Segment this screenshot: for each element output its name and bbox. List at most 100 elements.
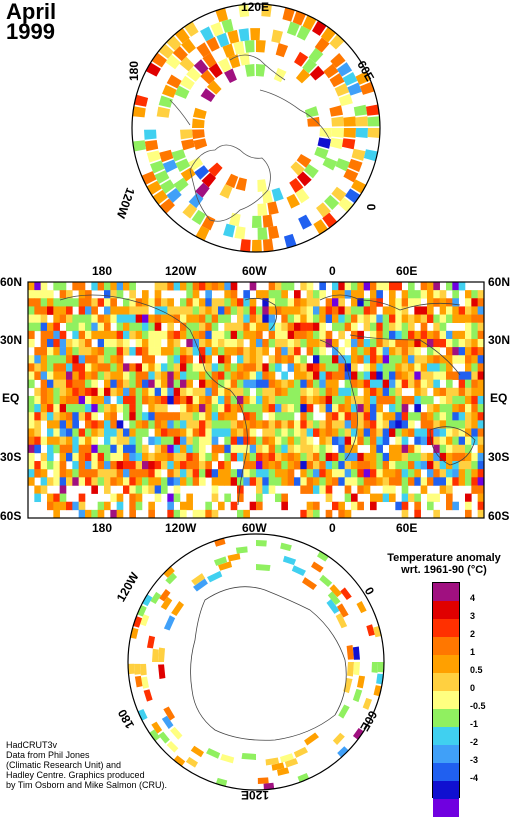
anomaly-cell [237,330,244,340]
anomaly-cell [85,469,92,478]
anomaly-cell [458,314,466,323]
anomaly-cell [199,363,206,372]
anomaly-cell [104,282,111,291]
anomaly-cell [249,420,257,429]
anomaly-cell [458,436,466,446]
anomaly-cell [196,42,211,58]
anomaly-cell [78,436,86,446]
anomaly-cell [338,404,345,413]
anomaly-cell [262,379,269,389]
anomaly-cell [129,387,136,397]
anomaly-cell [477,501,484,511]
anomaly-cell [363,149,378,162]
anomaly-cell [135,469,143,478]
anomaly-cell [224,477,231,486]
anomaly-cell [237,493,244,503]
anomaly-cell [173,379,181,389]
anomaly-cell [191,209,206,225]
anomaly-cell [53,387,60,397]
anomaly-cell [110,290,117,299]
anomaly-cell [367,128,380,139]
anomaly-cell [78,477,86,486]
anomaly-cell [344,469,352,478]
anomaly-cell [465,338,472,348]
anomaly-cell [230,363,238,372]
anomaly-cell [104,298,111,307]
anomaly-cell [218,561,233,571]
anomaly-cell [313,485,320,494]
anomaly-cell [123,428,130,437]
anomaly-cell [344,493,352,503]
anomaly-cell [382,330,390,340]
anomaly-cell [160,596,173,610]
anomaly-cell [78,404,86,413]
anomaly-cell [395,428,402,437]
anomaly-cell [338,290,345,299]
anomaly-cell [275,404,282,413]
anomaly-cell [158,647,166,662]
anomaly-cell [135,404,143,413]
anomaly-cell [91,282,98,291]
anomaly-cell [452,420,459,429]
anomaly-cell [340,587,352,600]
anomaly-cell [243,477,250,486]
anomaly-cell [110,509,117,518]
anomaly-cell [167,330,174,340]
anomaly-cell [192,404,200,413]
anomaly-cell [465,347,472,356]
anomaly-cell [303,164,319,179]
anomaly-cell [243,330,250,340]
anomaly-cell [363,379,371,389]
anomaly-cell [72,412,79,421]
anomaly-cell [142,387,149,397]
anomaly-cell [192,107,207,119]
anomaly-cell [97,395,105,405]
anomaly-cell [332,306,339,315]
anomaly-cell [427,298,434,307]
anomaly-cell [356,675,366,689]
anomaly-cell [268,428,276,437]
anomaly-cell [230,347,238,356]
anomaly-cell [40,469,48,478]
anomaly-cell [148,314,155,323]
anomaly-cell [199,428,206,437]
anomaly-cell [256,493,263,503]
anomaly-cell [446,387,453,397]
anomaly-cell [465,452,472,462]
anomaly-cell [433,338,440,348]
anomaly-cell [123,347,130,356]
map-graphics [27,3,485,791]
anomaly-cell [458,355,466,364]
anomaly-cell [78,395,86,405]
anomaly-cell [192,129,205,140]
anomaly-cell [97,314,105,323]
anomaly-cell [439,436,447,446]
anomaly-cell [439,371,447,380]
anomaly-cell [262,485,269,494]
anomaly-cell [243,314,250,323]
anomaly-cell [351,412,358,421]
anomaly-cell [180,509,187,518]
anomaly-cell [192,347,200,356]
anomaly-cell [152,189,168,205]
anomaly-cell [116,330,124,340]
anomaly-cell [329,137,344,150]
anomaly-cell [243,461,250,470]
anomaly-cell [192,412,200,421]
anomaly-cell [471,371,478,380]
anomaly-cell [471,452,478,462]
anomaly-cell [256,322,263,332]
anomaly-cell [338,412,345,421]
south-polar-map [127,533,385,791]
anomaly-cell [224,387,231,397]
anomaly-cell [28,363,35,372]
anomaly-cell [243,298,250,307]
anomaly-cell [249,501,257,511]
anomaly-cell [471,338,478,348]
anomaly-cell [235,546,248,554]
anomaly-cell [351,444,358,454]
anomaly-cell [34,461,41,470]
anomaly-cell [28,371,35,380]
anomaly-cell [123,412,130,421]
anomaly-cell [186,501,193,511]
